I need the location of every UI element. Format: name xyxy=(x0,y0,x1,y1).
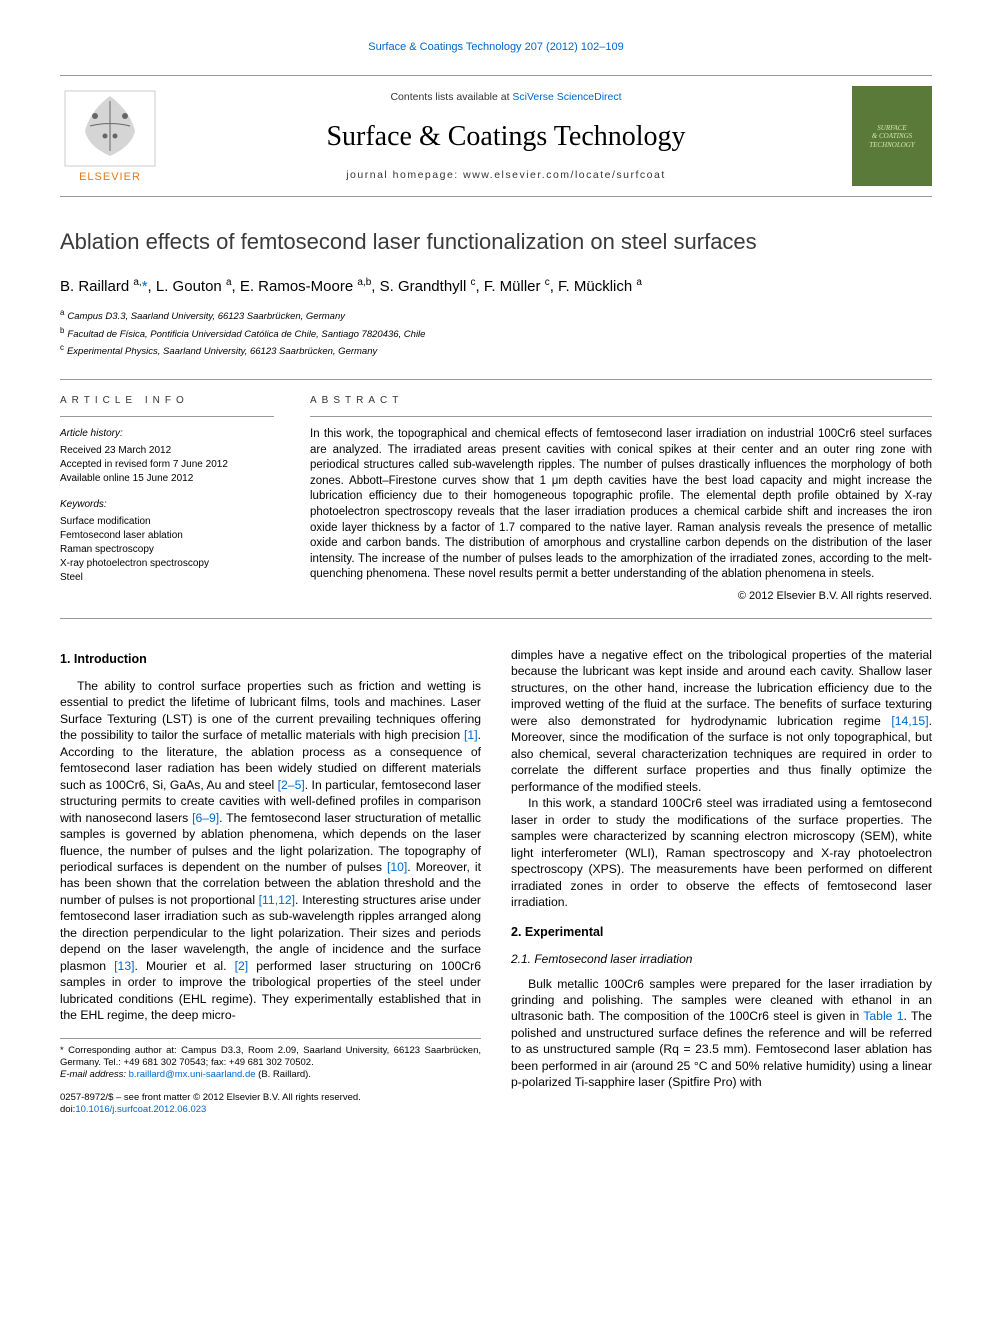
ref-link[interactable]: [11,12] xyxy=(259,893,295,907)
history-text: Received 23 March 2012Accepted in revise… xyxy=(60,444,274,486)
article-info-header: ARTICLE INFO xyxy=(60,394,274,417)
journal-homepage: journal homepage: www.elsevier.com/locat… xyxy=(160,168,852,183)
sciencedirect-link[interactable]: SciVerse ScienceDirect xyxy=(512,91,621,103)
journal-header: ELSEVIER Contents lists available at Sci… xyxy=(60,75,932,197)
ref-link[interactable]: Table 1 xyxy=(863,1009,903,1023)
corresponding-address: * Corresponding author at: Campus D3.3, … xyxy=(60,1045,481,1070)
elsevier-wordmark: ELSEVIER xyxy=(79,171,141,183)
doi-link[interactable]: 10.1016/j.surfcoat.2012.06.023 xyxy=(75,1104,206,1115)
section-2-1-heading: 2.1. Femtosecond laser irradiation xyxy=(511,951,932,967)
affiliations: aCampus D3.3, Saarland University, 66123… xyxy=(60,307,932,359)
abstract-column: ABSTRACT In this work, the topographical… xyxy=(290,380,932,618)
ref-link[interactable]: [2–5] xyxy=(278,778,305,792)
journal-name: Surface & Coatings Technology xyxy=(160,117,852,156)
keywords-text: Surface modificationFemtosecond laser ab… xyxy=(60,515,274,585)
issn-copyright: 0257-8972/$ – see front matter © 2012 El… xyxy=(60,1092,481,1104)
intro-para-1: The ability to control surface propertie… xyxy=(60,678,481,1024)
experimental-para-1: Bulk metallic 100Cr6 samples were prepar… xyxy=(511,976,932,1091)
intro-para-3: In this work, a standard 100Cr6 steel wa… xyxy=(511,795,932,910)
section-1-heading: 1. Introduction xyxy=(60,651,481,668)
intro-para-2: dimples have a negative effect on the tr… xyxy=(511,647,932,795)
journal-citation[interactable]: Surface & Coatings Technology 207 (2012)… xyxy=(60,40,932,55)
info-abstract-row: ARTICLE INFO Article history: Received 2… xyxy=(60,379,932,619)
front-matter-bottom: 0257-8972/$ – see front matter © 2012 El… xyxy=(60,1092,481,1117)
corresponding-email-line: E-mail address: b.raillard@mx.uni-saarla… xyxy=(60,1069,481,1081)
section-2-heading: 2. Experimental xyxy=(511,924,932,941)
elsevier-logo: ELSEVIER xyxy=(60,86,160,186)
abstract-header: ABSTRACT xyxy=(310,394,932,417)
article-info-sidebar: ARTICLE INFO Article history: Received 2… xyxy=(60,380,290,618)
abstract-body: In this work, the topographical and chem… xyxy=(310,427,932,582)
ref-link[interactable]: [10] xyxy=(387,860,407,874)
abstract-copyright: © 2012 Elsevier B.V. All rights reserved… xyxy=(310,589,932,604)
journal-cover-thumbnail: SURFACE & COATINGS TECHNOLOGY xyxy=(852,86,932,186)
keywords-label: Keywords: xyxy=(60,498,274,512)
corresponding-email-link[interactable]: b.raillard@mx.uni-saarland.de xyxy=(129,1069,256,1080)
contents-lists-line: Contents lists available at SciVerse Sci… xyxy=(160,90,852,105)
corresponding-footnote: * Corresponding author at: Campus D3.3, … xyxy=(60,1038,481,1082)
header-center: Contents lists available at SciVerse Sci… xyxy=(160,90,852,183)
ref-link[interactable]: [14,15] xyxy=(891,714,928,728)
article-title: Ablation effects of femtosecond laser fu… xyxy=(60,227,932,258)
ref-link[interactable]: [6–9] xyxy=(192,811,219,825)
history-label: Article history: xyxy=(60,427,274,441)
ref-link[interactable]: [2] xyxy=(235,959,249,973)
author-list: B. Raillard a,*, L. Gouton a, E. Ramos-M… xyxy=(60,276,932,297)
ref-link[interactable]: [13] xyxy=(114,959,134,973)
ref-link[interactable]: [1] xyxy=(464,728,478,742)
doi-line: doi:10.1016/j.surfcoat.2012.06.023 xyxy=(60,1104,481,1116)
body-columns: 1. Introduction The ability to control s… xyxy=(60,647,932,1116)
